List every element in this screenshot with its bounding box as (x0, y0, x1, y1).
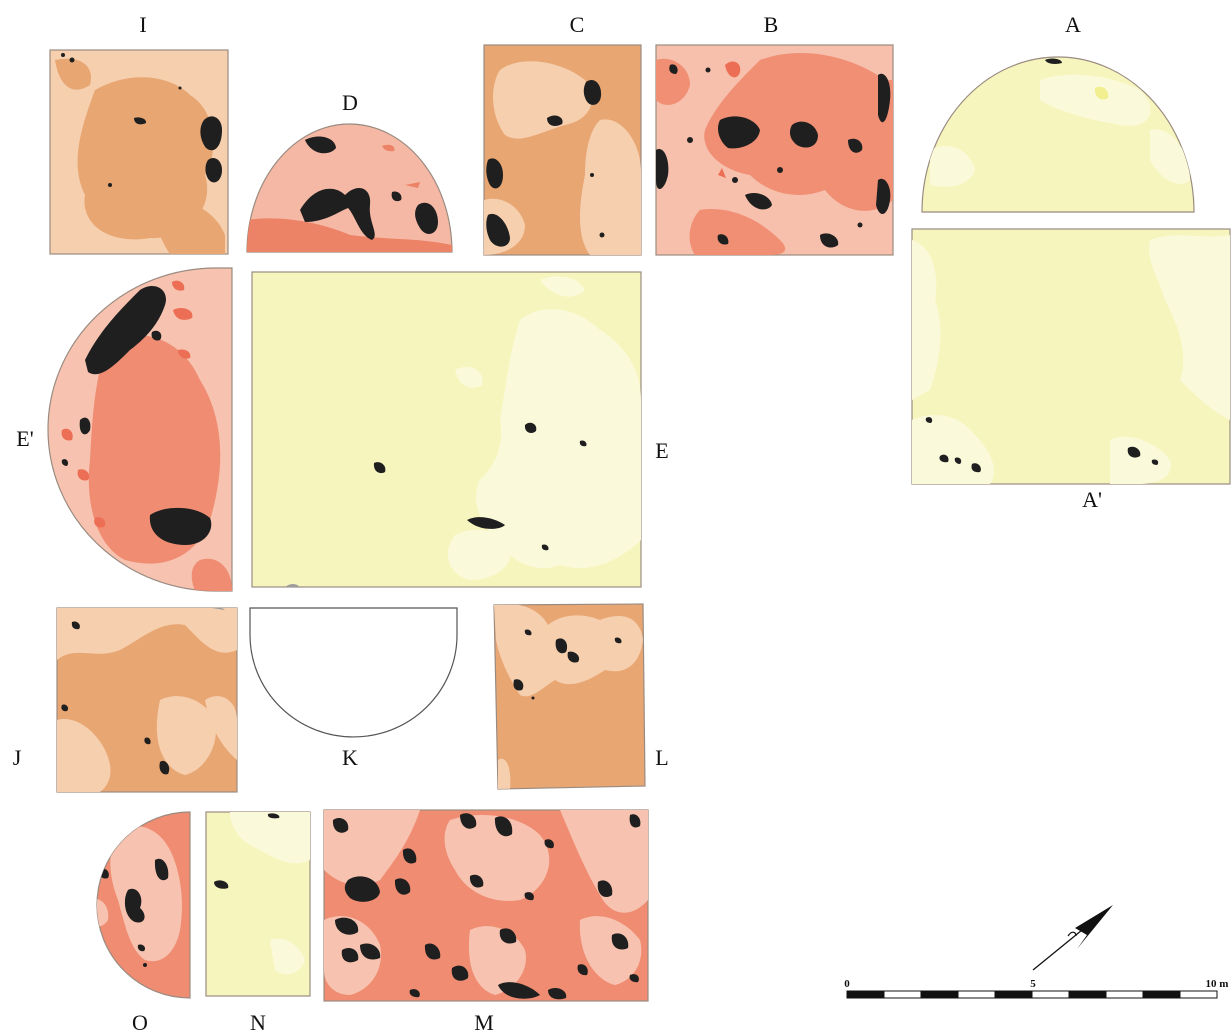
label-E: E (655, 438, 668, 463)
label-D: D (342, 90, 358, 115)
panel-A (921, 56, 1195, 213)
panel-C (483, 44, 642, 256)
panel-J (56, 607, 238, 793)
label-J: J (13, 745, 22, 770)
panel-A-prime (911, 228, 1231, 485)
panel-I (49, 49, 229, 255)
scale-bar-segment (1068, 990, 1107, 999)
scale-label-5: 5 (1030, 978, 1036, 990)
panel-K (249, 607, 458, 738)
scale-bar-segment (1031, 990, 1070, 999)
label-A-prime: A' (1082, 487, 1102, 512)
panel-M (323, 809, 649, 1002)
scale-label-10: 10 m (1206, 978, 1229, 990)
label-O: O (132, 1010, 148, 1035)
scale-label-0: 0 (844, 978, 850, 990)
scale-bar-segment (846, 990, 885, 999)
north-arrow-icon (1032, 905, 1113, 971)
panel-O (96, 811, 191, 999)
label-I: I (139, 12, 146, 37)
label-A: A (1065, 12, 1081, 37)
scale-bar-segment (883, 990, 922, 999)
label-E-prime: E' (16, 426, 33, 451)
label-C: C (570, 12, 585, 37)
label-K: K (342, 745, 358, 770)
label-N: N (250, 1010, 266, 1035)
panel-labels: I D C B A A' E' E J K L O N M (13, 12, 1102, 1035)
panel-E (251, 271, 642, 588)
scale-bar-segment (957, 990, 996, 999)
panel-D (246, 123, 453, 253)
label-B: B (764, 12, 779, 37)
scale-bar-segment (1105, 990, 1144, 999)
label-L: L (655, 745, 668, 770)
panel-B (655, 44, 894, 256)
scale-bar-segments (846, 990, 1218, 999)
panel-E-prime (47, 267, 233, 592)
scale-bar-segment (920, 990, 959, 999)
scale-bar-segment (1142, 990, 1181, 999)
scale-bar: 0 5 10 m (844, 978, 1229, 999)
label-M: M (474, 1010, 494, 1035)
scale-bar-segment (994, 990, 1033, 999)
panel-L (493, 603, 646, 790)
panel-N (205, 811, 311, 997)
scale-bar-segment (1179, 990, 1218, 999)
